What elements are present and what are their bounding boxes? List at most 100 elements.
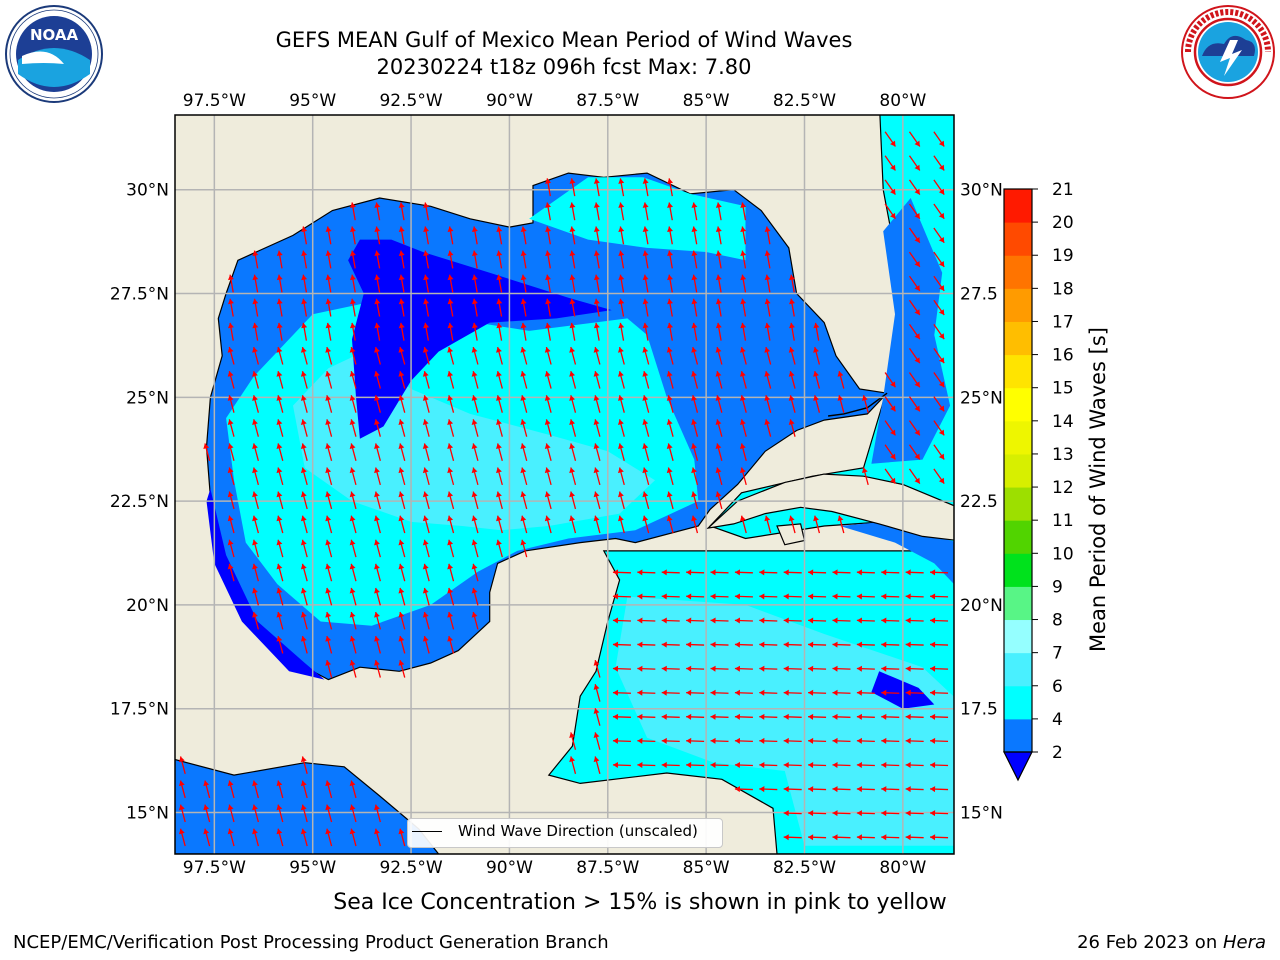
wave-direction-arrow	[686, 689, 705, 696]
wave-direction-arrow	[856, 713, 875, 720]
colorbar-swatch	[1004, 255, 1032, 289]
x-tick-label-bottom: 95°W	[289, 858, 336, 878]
wave-direction-arrow	[349, 539, 357, 558]
wave-direction-arrow	[618, 322, 625, 341]
wave-direction-arrow	[881, 713, 900, 720]
x-tick-label-top: 92.5°W	[379, 91, 442, 111]
wave-direction-arrow	[349, 563, 357, 582]
wave-direction-arrow	[471, 467, 479, 486]
wave-direction-arrow	[618, 178, 625, 197]
wave-direction-arrow	[471, 346, 479, 365]
wave-direction-arrow	[856, 569, 875, 576]
sea-ice-note: Sea Ice Concentration > 15% is shown in …	[333, 890, 947, 915]
wave-direction-arrow	[569, 178, 576, 197]
wave-direction-arrow	[593, 659, 601, 678]
wave-direction-arrow	[349, 274, 356, 293]
wave-direction-arrow	[544, 395, 552, 413]
wave-period-band-2-4s-caribbean	[839, 521, 954, 585]
wave-direction-arrow	[933, 444, 945, 460]
wave-direction-arrow	[881, 834, 900, 841]
wave-direction-arrow	[667, 274, 673, 293]
wave-direction-arrow	[398, 346, 406, 365]
wave-direction-arrow	[422, 395, 430, 413]
wave-direction-arrow	[884, 131, 896, 147]
wave-direction-arrow	[691, 202, 698, 221]
wave-direction-arrow	[447, 443, 455, 461]
wave-direction-arrow	[618, 250, 625, 269]
x-tick-label-bottom: 82.5°W	[773, 858, 836, 878]
wave-direction-arrow	[374, 346, 381, 365]
cuba	[706, 473, 954, 541]
wave-direction-arrow	[325, 467, 333, 486]
wave-direction-arrow	[783, 689, 802, 696]
wave-direction-arrow	[637, 593, 656, 600]
wave-direction-arrow	[661, 737, 680, 744]
wave-direction-arrow	[764, 515, 772, 534]
wave-direction-arrow	[447, 563, 455, 582]
wave-direction-arrow	[471, 395, 479, 413]
wave-direction-arrow	[300, 587, 308, 606]
wave-direction-arrow	[325, 491, 333, 510]
wave-direction-arrow	[642, 443, 650, 461]
wave-direction-arrow	[618, 371, 625, 389]
wave-direction-arrow	[374, 804, 381, 823]
wave-direction-arrow	[637, 641, 656, 648]
wave-direction-arrow	[759, 713, 778, 720]
wave-direction-arrow	[276, 611, 284, 630]
wave-direction-arrow	[808, 617, 827, 624]
wave-direction-arrow	[544, 515, 552, 534]
wave-direction-arrow	[471, 250, 478, 269]
wave-direction-arrow	[374, 298, 381, 317]
wave-direction-arrow	[612, 641, 631, 648]
colorbar-tick-label: 18	[1052, 279, 1074, 299]
wave-direction-arrow	[661, 593, 680, 600]
wave-direction-arrow	[667, 178, 673, 197]
wave-direction-arrow	[933, 251, 945, 268]
wave-direction-arrow	[398, 250, 405, 269]
wave-direction-arrow	[325, 371, 333, 389]
wave-direction-arrow	[252, 828, 260, 847]
x-tick-label-bottom: 97.5°W	[183, 858, 246, 878]
wave-direction-arrow	[398, 587, 406, 606]
colorbar-tick-label: 7	[1052, 644, 1063, 664]
wave-direction-arrow	[300, 635, 308, 654]
wave-direction-arrow	[881, 665, 900, 672]
wave-direction-arrow	[908, 372, 921, 388]
wave-direction-arrow	[374, 611, 381, 630]
x-tick-label-bottom: 92.5°W	[379, 858, 442, 878]
wave-direction-arrow	[422, 467, 430, 486]
wave-direction-arrow	[569, 515, 577, 534]
wave-period-band-6-7s-caribbean	[615, 596, 954, 846]
x-tick-label-top: 90°W	[486, 91, 533, 111]
wave-direction-arrow	[739, 346, 747, 365]
wave-direction-arrow	[861, 467, 869, 486]
wave-direction-arrow	[832, 762, 851, 769]
wave-direction-arrow	[881, 786, 900, 793]
wave-direction-arrow	[447, 395, 455, 413]
wave-direction-arrow	[832, 786, 851, 793]
wave-direction-arrow	[276, 443, 284, 461]
wave-direction-arrow	[813, 322, 820, 341]
wave-direction-arrow	[734, 665, 753, 672]
wave-direction-arrow	[544, 346, 552, 365]
wave-direction-arrow	[612, 689, 631, 696]
wave-direction-arrow	[710, 665, 729, 672]
wave-direction-arrow	[739, 419, 747, 437]
wave-direction-arrow	[856, 834, 875, 841]
wave-direction-arrow	[252, 587, 260, 606]
wave-direction-arrow	[544, 491, 552, 510]
y-tick-label-left: 30°N	[126, 181, 169, 201]
wave-direction-arrow	[471, 226, 478, 245]
map-title-line2: 20230224 t18z 096h fcst Max: 7.80	[376, 55, 752, 79]
wave-direction-arrow	[325, 274, 332, 293]
wave-direction-arrow	[276, 563, 284, 582]
wave-direction-arrow	[227, 804, 235, 823]
wave-direction-arrow	[422, 587, 430, 606]
wave-direction-arrow	[734, 786, 753, 793]
wave-direction-arrow	[881, 641, 900, 648]
footer-date: 26 Feb 2023 on Hera	[1077, 932, 1266, 953]
wave-direction-arrow	[325, 515, 333, 534]
wave-direction-arrow	[908, 251, 921, 268]
wave-direction-arrow	[930, 593, 949, 600]
